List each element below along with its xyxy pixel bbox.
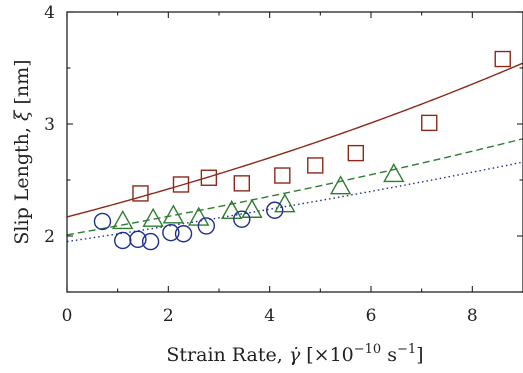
triangle-marker [220, 199, 243, 220]
x-axis-label: Strain Rate, γ̇ [×10−10 s−1] [166, 342, 423, 366]
triangle-marker [241, 198, 263, 218]
triangle-marker [383, 162, 405, 183]
circle-marker [114, 231, 132, 250]
plot-frame [66, 11, 523, 293]
circle-marker [162, 223, 180, 242]
x-tick-label: 8 [467, 306, 478, 326]
x-tick-label: 0 [62, 306, 73, 326]
circle-marker [233, 210, 251, 228]
fit-curve-solid [66, 62, 523, 218]
square-marker [421, 114, 438, 132]
tick-labels: 0 2 4 6 8 2 3 4 [44, 3, 478, 326]
fit-curves [66, 62, 523, 243]
x-tick-label: 4 [264, 306, 275, 326]
square-marker [494, 50, 511, 68]
fit-curve-dashed [66, 138, 523, 236]
circle-marker [93, 212, 112, 231]
y-axis-label: Slip Length, ξ [nm] [11, 59, 33, 244]
triangle-marker [329, 175, 352, 195]
circle-marker [197, 217, 216, 235]
triangle-marker [112, 210, 134, 230]
circle-marker [129, 230, 147, 249]
axis-ticks [66, 11, 523, 293]
x-tick-label: 2 [163, 306, 174, 326]
data-markers [93, 50, 511, 251]
fit-curve-dotted [66, 161, 523, 243]
square-marker [172, 176, 190, 193]
circle-marker [266, 201, 284, 219]
square-marker [347, 144, 364, 162]
square-marker [200, 169, 218, 186]
y-tick-label: 3 [44, 115, 55, 135]
triangle-marker [274, 193, 296, 213]
square-marker [233, 175, 251, 192]
triangle-marker [142, 207, 164, 227]
triangle-marker [162, 204, 185, 224]
circle-marker [141, 232, 160, 251]
square-marker [132, 185, 149, 202]
square-marker [274, 167, 291, 184]
y-tick-label: 2 [44, 227, 55, 247]
square-marker [307, 157, 324, 174]
x-tick-label: 6 [366, 306, 377, 326]
y-tick-label: 4 [44, 3, 55, 23]
circle-marker [174, 225, 193, 243]
